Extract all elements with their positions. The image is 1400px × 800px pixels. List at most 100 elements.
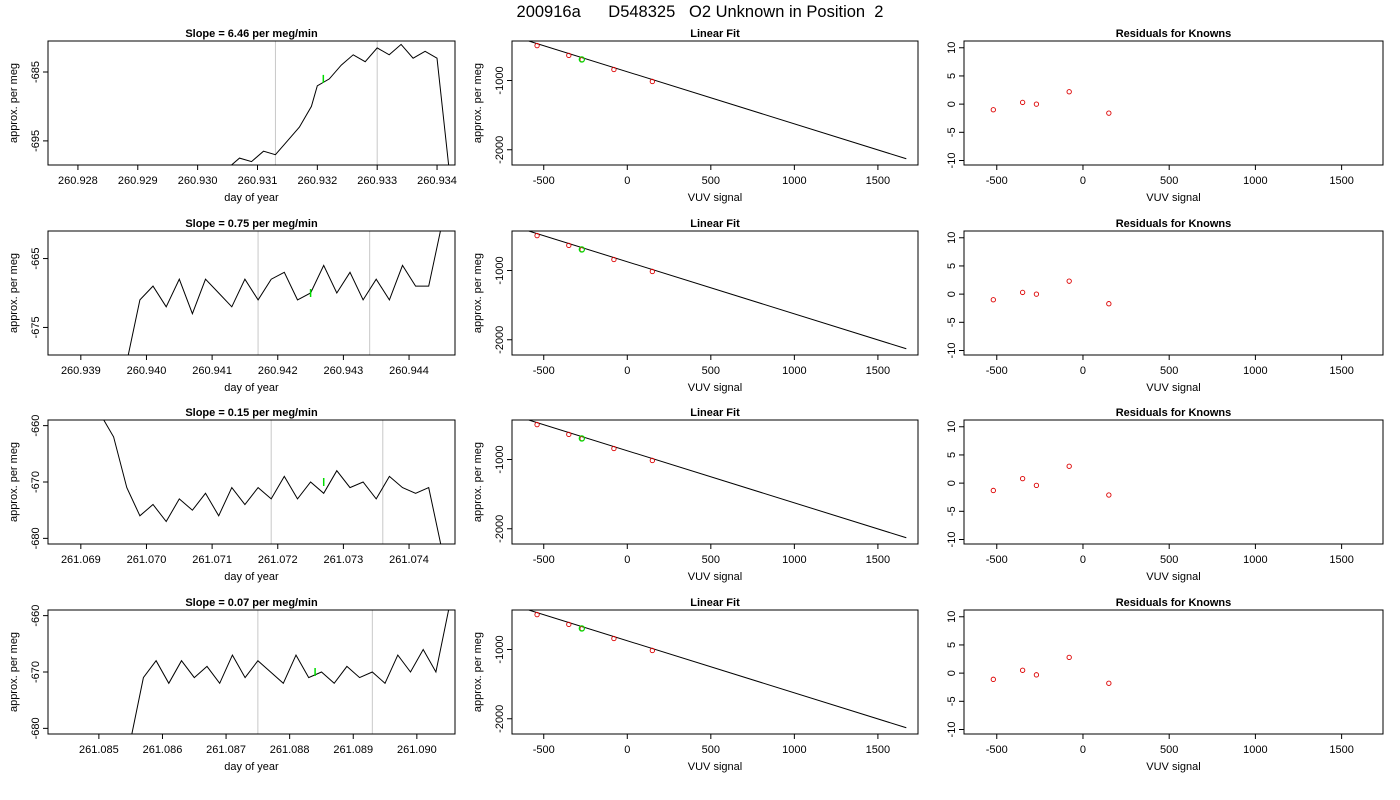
x-tick-label: 260.934 xyxy=(417,175,457,187)
x-tick-label: 261.090 xyxy=(397,744,437,756)
y-tick-label: 0 xyxy=(946,291,958,297)
x-tick-label: 261.087 xyxy=(206,744,246,756)
x-tick-label: 1000 xyxy=(1243,365,1267,377)
page-title: 200916a D548325 O2 Unknown in Position 2 xyxy=(516,3,884,21)
data-point xyxy=(611,445,617,452)
plot-area xyxy=(528,420,907,539)
y-axis-label: approx. per meg xyxy=(472,632,484,712)
panel-title: Slope = 0.07 per meg/min xyxy=(185,597,318,609)
y-tick-label: -2000 xyxy=(494,515,506,543)
y-tick-label: -680 xyxy=(30,717,42,739)
x-tick-label: 0 xyxy=(1080,175,1086,187)
data-point xyxy=(1066,654,1072,660)
chart-panel-3-3: Residuals for Knowns -500 0 500 1000 1500 -10 -… xyxy=(946,407,1384,583)
plot-area xyxy=(990,654,1112,686)
x-tick-label: 260.939 xyxy=(61,365,101,377)
plot-frame xyxy=(511,230,919,356)
y-tick-label: -685 xyxy=(30,61,42,83)
x-tick-label: -500 xyxy=(986,175,1008,187)
x-tick-label: 1500 xyxy=(866,365,890,377)
x-axis-label: day of year xyxy=(224,192,279,204)
x-tick-label: 500 xyxy=(702,554,720,566)
y-axis-label: approx. per meg xyxy=(472,63,484,143)
plot-frame xyxy=(47,419,456,545)
plot-frame xyxy=(963,419,1384,545)
x-tick-label: 0 xyxy=(624,175,630,187)
data-point xyxy=(1019,99,1026,106)
x-tick-label: 0 xyxy=(624,744,630,756)
data-point xyxy=(649,78,655,85)
plot-area xyxy=(131,610,450,734)
y-tick-label: -1000 xyxy=(494,445,506,473)
plot-area xyxy=(990,463,1112,498)
x-tick-label: 260.932 xyxy=(297,175,337,187)
x-axis-label: day of year xyxy=(224,382,279,394)
x-tick-label: 500 xyxy=(1160,365,1178,377)
data-point xyxy=(534,421,540,428)
plot-area xyxy=(528,41,907,160)
x-tick-label: -500 xyxy=(986,554,1008,566)
x-axis-label: VUV signal xyxy=(688,761,742,773)
x-tick-label: 1000 xyxy=(1243,175,1267,187)
x-axis-label: VUV signal xyxy=(1146,382,1200,394)
panel-title: Linear Fit xyxy=(690,28,740,40)
series-line xyxy=(131,610,450,734)
panel-title: Residuals for Knowns xyxy=(1116,218,1232,230)
data-point xyxy=(1019,667,1026,673)
panel-title: Linear Fit xyxy=(690,407,740,419)
y-tick-label: -675 xyxy=(30,316,42,338)
y-tick-label: -10 xyxy=(946,532,958,548)
x-tick-label: 260.928 xyxy=(58,175,98,187)
y-tick-label: -10 xyxy=(946,153,958,169)
x-tick-label: 0 xyxy=(624,554,630,566)
data-point xyxy=(649,268,655,275)
data-point xyxy=(1019,289,1026,296)
y-tick-label: -10 xyxy=(946,722,958,738)
x-tick-label: 500 xyxy=(1160,175,1178,187)
x-tick-label: 500 xyxy=(1160,554,1178,566)
y-axis-label: approx. per meg xyxy=(8,632,20,712)
y-tick-label: 10 xyxy=(946,232,958,244)
panel-title: Slope = 6.46 per meg/min xyxy=(185,28,318,40)
y-tick-label: 5 xyxy=(946,452,958,458)
y-axis-label: approx. per meg xyxy=(8,253,20,333)
x-tick-label: -500 xyxy=(533,175,555,187)
data-point xyxy=(1019,475,1026,482)
x-tick-label: 1500 xyxy=(866,744,890,756)
x-tick-label: 260.943 xyxy=(324,365,364,377)
data-point xyxy=(1106,492,1112,498)
data-point xyxy=(1106,110,1112,116)
data-point xyxy=(990,487,996,494)
x-axis-label: VUV signal xyxy=(688,192,742,204)
fit-line xyxy=(528,231,907,350)
y-tick-label: -5 xyxy=(946,317,958,327)
x-tick-label: 261.073 xyxy=(324,554,364,566)
x-axis-label: VUV signal xyxy=(1146,192,1200,204)
x-tick-label: 500 xyxy=(702,365,720,377)
data-point xyxy=(566,52,572,59)
panel-title: Residuals for Knowns xyxy=(1116,407,1232,419)
y-axis-label: approx. per meg xyxy=(472,253,484,333)
x-tick-label: 260.941 xyxy=(192,365,232,377)
data-point xyxy=(566,242,572,249)
y-tick-label: -680 xyxy=(30,527,42,549)
x-tick-label: 0 xyxy=(1080,365,1086,377)
data-point xyxy=(566,621,572,628)
x-tick-label: 260.942 xyxy=(258,365,298,377)
highlight-point xyxy=(578,435,586,442)
y-tick-label: 5 xyxy=(946,642,958,648)
x-tick-label: 261.072 xyxy=(258,554,298,566)
data-point xyxy=(1106,301,1112,307)
panel-title: Linear Fit xyxy=(690,597,740,609)
y-tick-label: -10 xyxy=(946,343,958,359)
y-axis-label: approx. per meg xyxy=(8,442,20,522)
plot-frame xyxy=(47,230,456,356)
x-tick-label: -500 xyxy=(986,365,1008,377)
x-tick-label: 261.074 xyxy=(389,554,429,566)
data-point xyxy=(534,232,540,239)
highlight-point xyxy=(578,56,586,63)
series-line xyxy=(127,231,441,355)
x-tick-label: 1000 xyxy=(782,554,806,566)
x-tick-label: 500 xyxy=(702,744,720,756)
chart-panel-4-1: Slope = 0.07 per meg/min 261.085 261.086 26… xyxy=(8,597,456,773)
